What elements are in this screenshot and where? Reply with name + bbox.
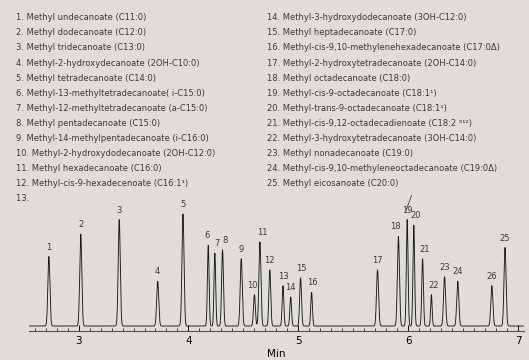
Text: 20: 20	[411, 211, 421, 220]
Text: 17. Methyl-2-hydroxytetradecanoate (2OH-C14:0): 17. Methyl-2-hydroxytetradecanoate (2OH-…	[267, 59, 477, 68]
Text: 18. Methyl octadecanoate (C18:0): 18. Methyl octadecanoate (C18:0)	[267, 73, 411, 82]
Text: 7: 7	[214, 239, 219, 248]
Text: 3: 3	[116, 206, 122, 215]
Text: 4. Methyl-2-hydroxydecanoate (2OH-C10:0): 4. Methyl-2-hydroxydecanoate (2OH-C10:0)	[16, 59, 199, 68]
Text: 19. Methyl-cis-9-octadecanoate (C18:1¹): 19. Methyl-cis-9-octadecanoate (C18:1¹)	[267, 89, 437, 98]
Text: 2. Methyl dodecanoate (C12:0): 2. Methyl dodecanoate (C12:0)	[16, 28, 146, 37]
Text: 26. Methyl-2-hydroxyhexadecanoate (2OH-C16:0): 26. Methyl-2-hydroxyhexadecanoate (2OH-C…	[267, 194, 477, 203]
Text: 8. Methyl pentadecanoate (C15:0): 8. Methyl pentadecanoate (C15:0)	[16, 119, 160, 128]
Text: 16. Methyl-cis-9,10-methylenehexadecanoate (C17:0Δ): 16. Methyl-cis-9,10-methylenehexadecanoa…	[267, 44, 500, 53]
Text: 23: 23	[439, 263, 450, 272]
Text: 16: 16	[307, 279, 318, 288]
Text: 13: 13	[278, 272, 288, 281]
Text: 9. Methyl-14-methylpentadecanoate (i-C16:0): 9. Methyl-14-methylpentadecanoate (i-C16…	[16, 134, 208, 143]
Text: 26: 26	[487, 272, 497, 281]
Text: 13. Methyl-15-methylhexadecanoate (i-C17:0): 13. Methyl-15-methylhexadecanoate (i-C17…	[16, 194, 210, 203]
Text: 3. Methyl tridecanoate (C13:0): 3. Methyl tridecanoate (C13:0)	[16, 44, 145, 53]
Text: 15. Methyl heptadecanoate (C17:0): 15. Methyl heptadecanoate (C17:0)	[267, 28, 416, 37]
Text: 12: 12	[264, 256, 275, 265]
Text: 12. Methyl-cis-9-hexadecenoate (C16:1¹): 12. Methyl-cis-9-hexadecenoate (C16:1¹)	[16, 179, 188, 188]
Text: 1: 1	[46, 243, 51, 252]
Text: 25. Methyl eicosanoate (C20:0): 25. Methyl eicosanoate (C20:0)	[267, 179, 398, 188]
Text: 22: 22	[428, 281, 439, 290]
Text: 8: 8	[223, 236, 228, 245]
Text: 10. Methyl-2-hydroxydodecanoate (2OH-C12:0): 10. Methyl-2-hydroxydodecanoate (2OH-C12…	[16, 149, 215, 158]
Text: 6. Methyl-13-methyltetradecanoate( i-C15:0): 6. Methyl-13-methyltetradecanoate( i-C15…	[16, 89, 205, 98]
Text: 21: 21	[419, 245, 430, 254]
Text: 4: 4	[155, 267, 160, 276]
Text: 18: 18	[390, 222, 401, 231]
Text: 22. Methyl-3-hydroxytetradecanoate (3OH-C14:0): 22. Methyl-3-hydroxytetradecanoate (3OH-…	[267, 134, 477, 143]
X-axis label: Min: Min	[267, 349, 286, 359]
Text: 19: 19	[402, 206, 413, 215]
Text: 14. Methyl-3-hydroxydodecanoate (3OH-C12:0): 14. Methyl-3-hydroxydodecanoate (3OH-C12…	[267, 13, 467, 22]
Text: 15: 15	[296, 264, 307, 273]
Text: 24. Methyl-cis-9,10-methyleneoctadecanoate (C19:0Δ): 24. Methyl-cis-9,10-methyleneoctadecanoa…	[267, 164, 497, 173]
Text: 2: 2	[78, 220, 84, 229]
Text: 5. Methyl tetradecanoate (C14:0): 5. Methyl tetradecanoate (C14:0)	[16, 73, 156, 82]
Text: 7. Methyl-12-methyltetradecanoate (a-C15:0): 7. Methyl-12-methyltetradecanoate (a-C15…	[16, 104, 207, 113]
Text: 21. Methyl-cis-9,12-octadecadienoate (C18:2 ⁹¹²): 21. Methyl-cis-9,12-octadecadienoate (C1…	[267, 119, 472, 128]
Text: 17: 17	[372, 256, 383, 265]
Text: 25: 25	[500, 234, 510, 243]
Text: 24: 24	[452, 267, 463, 276]
Text: 11. Methyl hexadecanoate (C16:0): 11. Methyl hexadecanoate (C16:0)	[16, 164, 161, 173]
Text: 6: 6	[204, 231, 209, 240]
Text: 9: 9	[239, 245, 244, 254]
Text: 1. Methyl undecanoate (C11:0): 1. Methyl undecanoate (C11:0)	[16, 13, 146, 22]
Text: 11: 11	[257, 228, 267, 237]
Text: 20. Methyl-trans-9-octadecanoate (C18:1¹): 20. Methyl-trans-9-octadecanoate (C18:1¹…	[267, 104, 447, 113]
Text: 5: 5	[180, 200, 186, 209]
Text: 23. Methyl nonadecanoate (C19:0): 23. Methyl nonadecanoate (C19:0)	[267, 149, 413, 158]
Text: 10: 10	[247, 281, 258, 290]
Text: 14: 14	[286, 283, 296, 292]
